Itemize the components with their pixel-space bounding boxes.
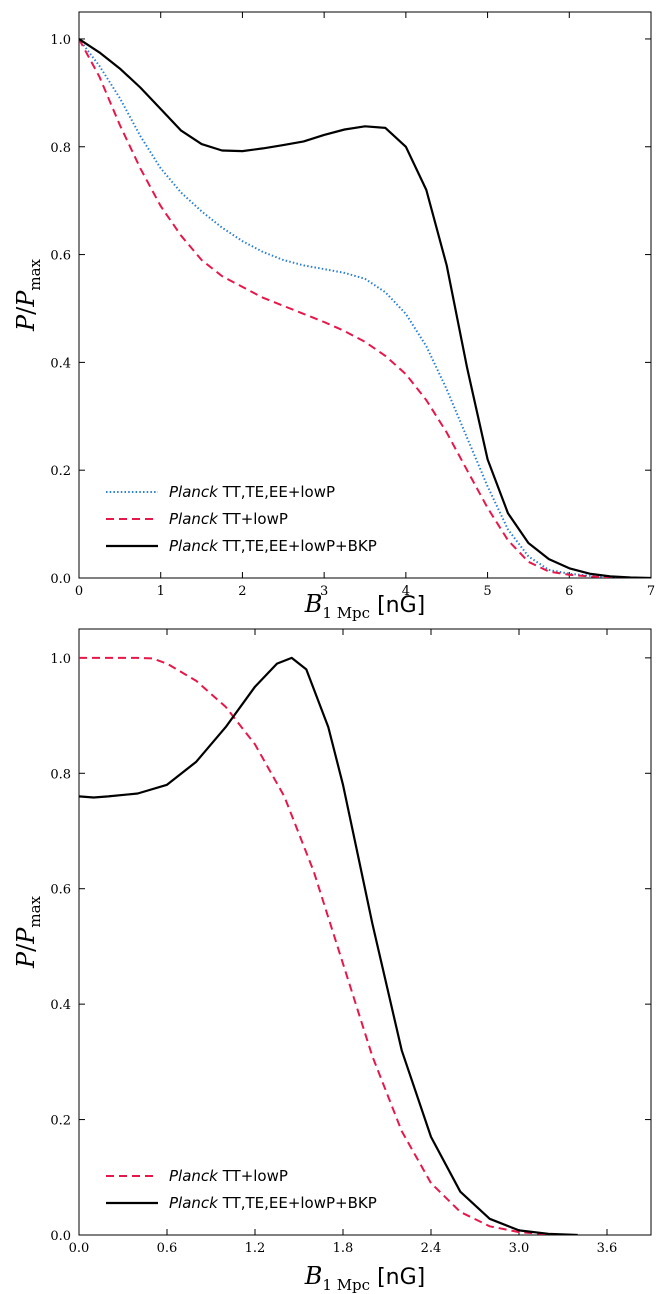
bottom-panel: 0.0 0.6 1.2 1.8 2.4 3.0 3.6 0.0 0.2 0.4 0.6 0.8 1.0 B… xyxy=(12,628,652,1294)
y-tick-label: 0.8 xyxy=(50,141,71,156)
y-tick-label: 0.0 xyxy=(50,1229,71,1244)
y-tick-label: 0.2 xyxy=(50,464,71,479)
series-line-2 xyxy=(79,656,578,1235)
x-tick-label: 1.2 xyxy=(245,1241,266,1256)
series-line-1 xyxy=(79,656,578,1235)
y-tick-label: 1.0 xyxy=(50,33,71,48)
top-panel: 0 1 2 3 4 5 6 7 0.0 0.2 0.4 0.6 0.8 1.0 B1 Mpc [nG] P/P… xyxy=(12,11,655,622)
legend-label-3: Planck TT,TE,EE+lowP+BKP xyxy=(169,537,377,555)
x-tick-label: 3.0 xyxy=(509,1241,530,1256)
x-tick-label: 7 xyxy=(647,584,655,599)
y-axis-label: P/Pmax xyxy=(12,895,44,969)
x-tick-label: 1.8 xyxy=(333,1241,354,1256)
y-tick-label: 0.0 xyxy=(50,572,71,587)
legend-label-2: Planck TT+lowP xyxy=(169,510,288,528)
legend-label-2: Planck TT,TE,EE+lowP+BKP xyxy=(169,1194,377,1212)
plot-frame xyxy=(78,628,652,1236)
x-tick-label: 5 xyxy=(483,584,491,599)
series-line-1 xyxy=(79,38,631,578)
x-tick-label: 3.6 xyxy=(597,1241,618,1256)
plot-frame xyxy=(78,11,652,579)
x-tick-label: 2.4 xyxy=(421,1241,442,1256)
y-tick-label: 0.2 xyxy=(50,1114,71,1129)
y-tick-label: 0.4 xyxy=(50,998,71,1013)
x-axis-label: B1 Mpc [nG] xyxy=(304,1262,425,1294)
x-tick-label: 0 xyxy=(75,584,83,599)
legend-label-1: Planck TT,TE,EE+lowP xyxy=(169,483,335,501)
x-tick-label: 4 xyxy=(402,584,410,599)
series-line-2 xyxy=(79,38,631,578)
x-axis-label: B1 Mpc [nG] xyxy=(304,590,425,622)
x-tick-label: 2 xyxy=(238,584,246,599)
y-tick-label: 0.6 xyxy=(50,249,71,264)
legend-label-1: Planck TT+lowP xyxy=(169,1167,288,1185)
x-tick-label: 3 xyxy=(320,584,328,599)
x-tick-label: 0.0 xyxy=(69,1241,90,1256)
x-tick-label: 1 xyxy=(157,584,165,599)
y-tick-label: 1.0 xyxy=(50,652,71,667)
y-tick-label: 0.4 xyxy=(50,356,71,371)
x-tick-label: 6 xyxy=(565,584,573,599)
y-axis-label: P/Pmax xyxy=(12,258,44,332)
series-line-3 xyxy=(79,38,651,578)
y-tick-label: 0.8 xyxy=(50,767,71,782)
y-tick-label: 0.6 xyxy=(50,883,71,898)
x-tick-label: 0.6 xyxy=(157,1241,178,1256)
